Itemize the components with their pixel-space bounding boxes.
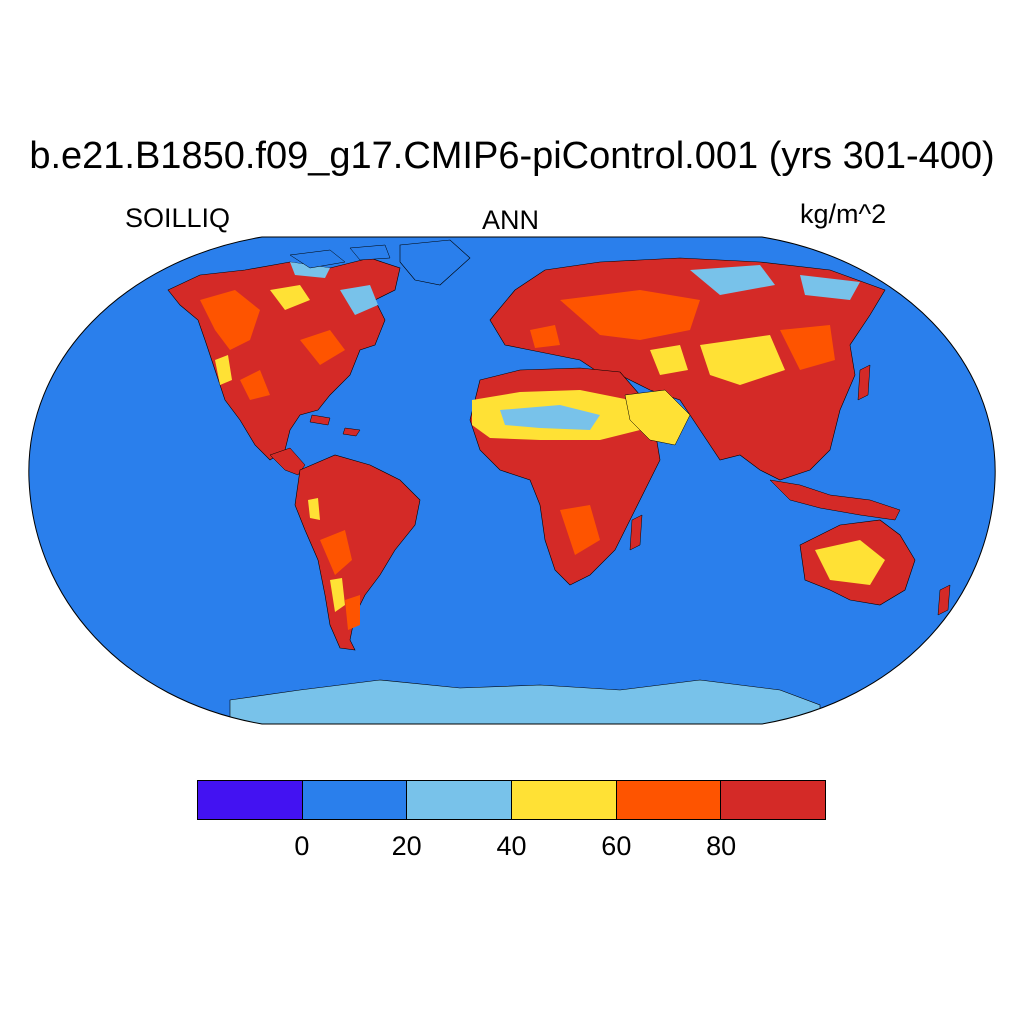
colorbar-swatch (407, 781, 513, 819)
south-america-orange (320, 530, 360, 630)
antarctica (229, 679, 821, 724)
eurasia-orange (530, 290, 835, 370)
colorbar-tick-label: 40 (496, 831, 527, 861)
eurasia-lightblue (690, 265, 860, 300)
new-zealand (937, 584, 951, 616)
eurasia-yellow (650, 335, 785, 385)
figure-title: b.e21.B1850.f09_g17.CMIP6-piControl.001 … (29, 135, 995, 177)
colorbar-swatch (198, 781, 303, 819)
colorbar-tick-label: 80 (706, 831, 737, 861)
australia-yellow (815, 540, 885, 585)
colorbar-swatch (302, 781, 408, 819)
north-america-orange (200, 290, 345, 400)
africa-lightblue (500, 405, 600, 430)
map-border (28, 236, 996, 725)
madagascar (629, 514, 643, 551)
colorbar-swatch (721, 781, 826, 819)
caribbean (309, 414, 361, 437)
colorbar (197, 780, 826, 820)
greenland (399, 239, 471, 286)
arabia (624, 389, 691, 446)
season-label: ANN (482, 205, 540, 235)
colorbar-swatch (616, 781, 722, 819)
units-label: kg/m^2 (800, 199, 887, 229)
colorbar-tick-label: 20 (391, 831, 422, 861)
africa-orange (560, 505, 600, 555)
north-america-lightblue (290, 262, 378, 315)
japan (857, 364, 871, 401)
colorbar-tick-label: 0 (294, 831, 310, 861)
north-america-yellow (215, 285, 310, 385)
variable-label: SOILLIQ (125, 203, 231, 233)
southeast-asia (769, 479, 901, 521)
south-america-yellow (308, 498, 345, 612)
colorbar-swatch (512, 781, 617, 819)
colorbar-tick-label: 60 (601, 831, 632, 861)
arctic-islands (289, 244, 391, 269)
